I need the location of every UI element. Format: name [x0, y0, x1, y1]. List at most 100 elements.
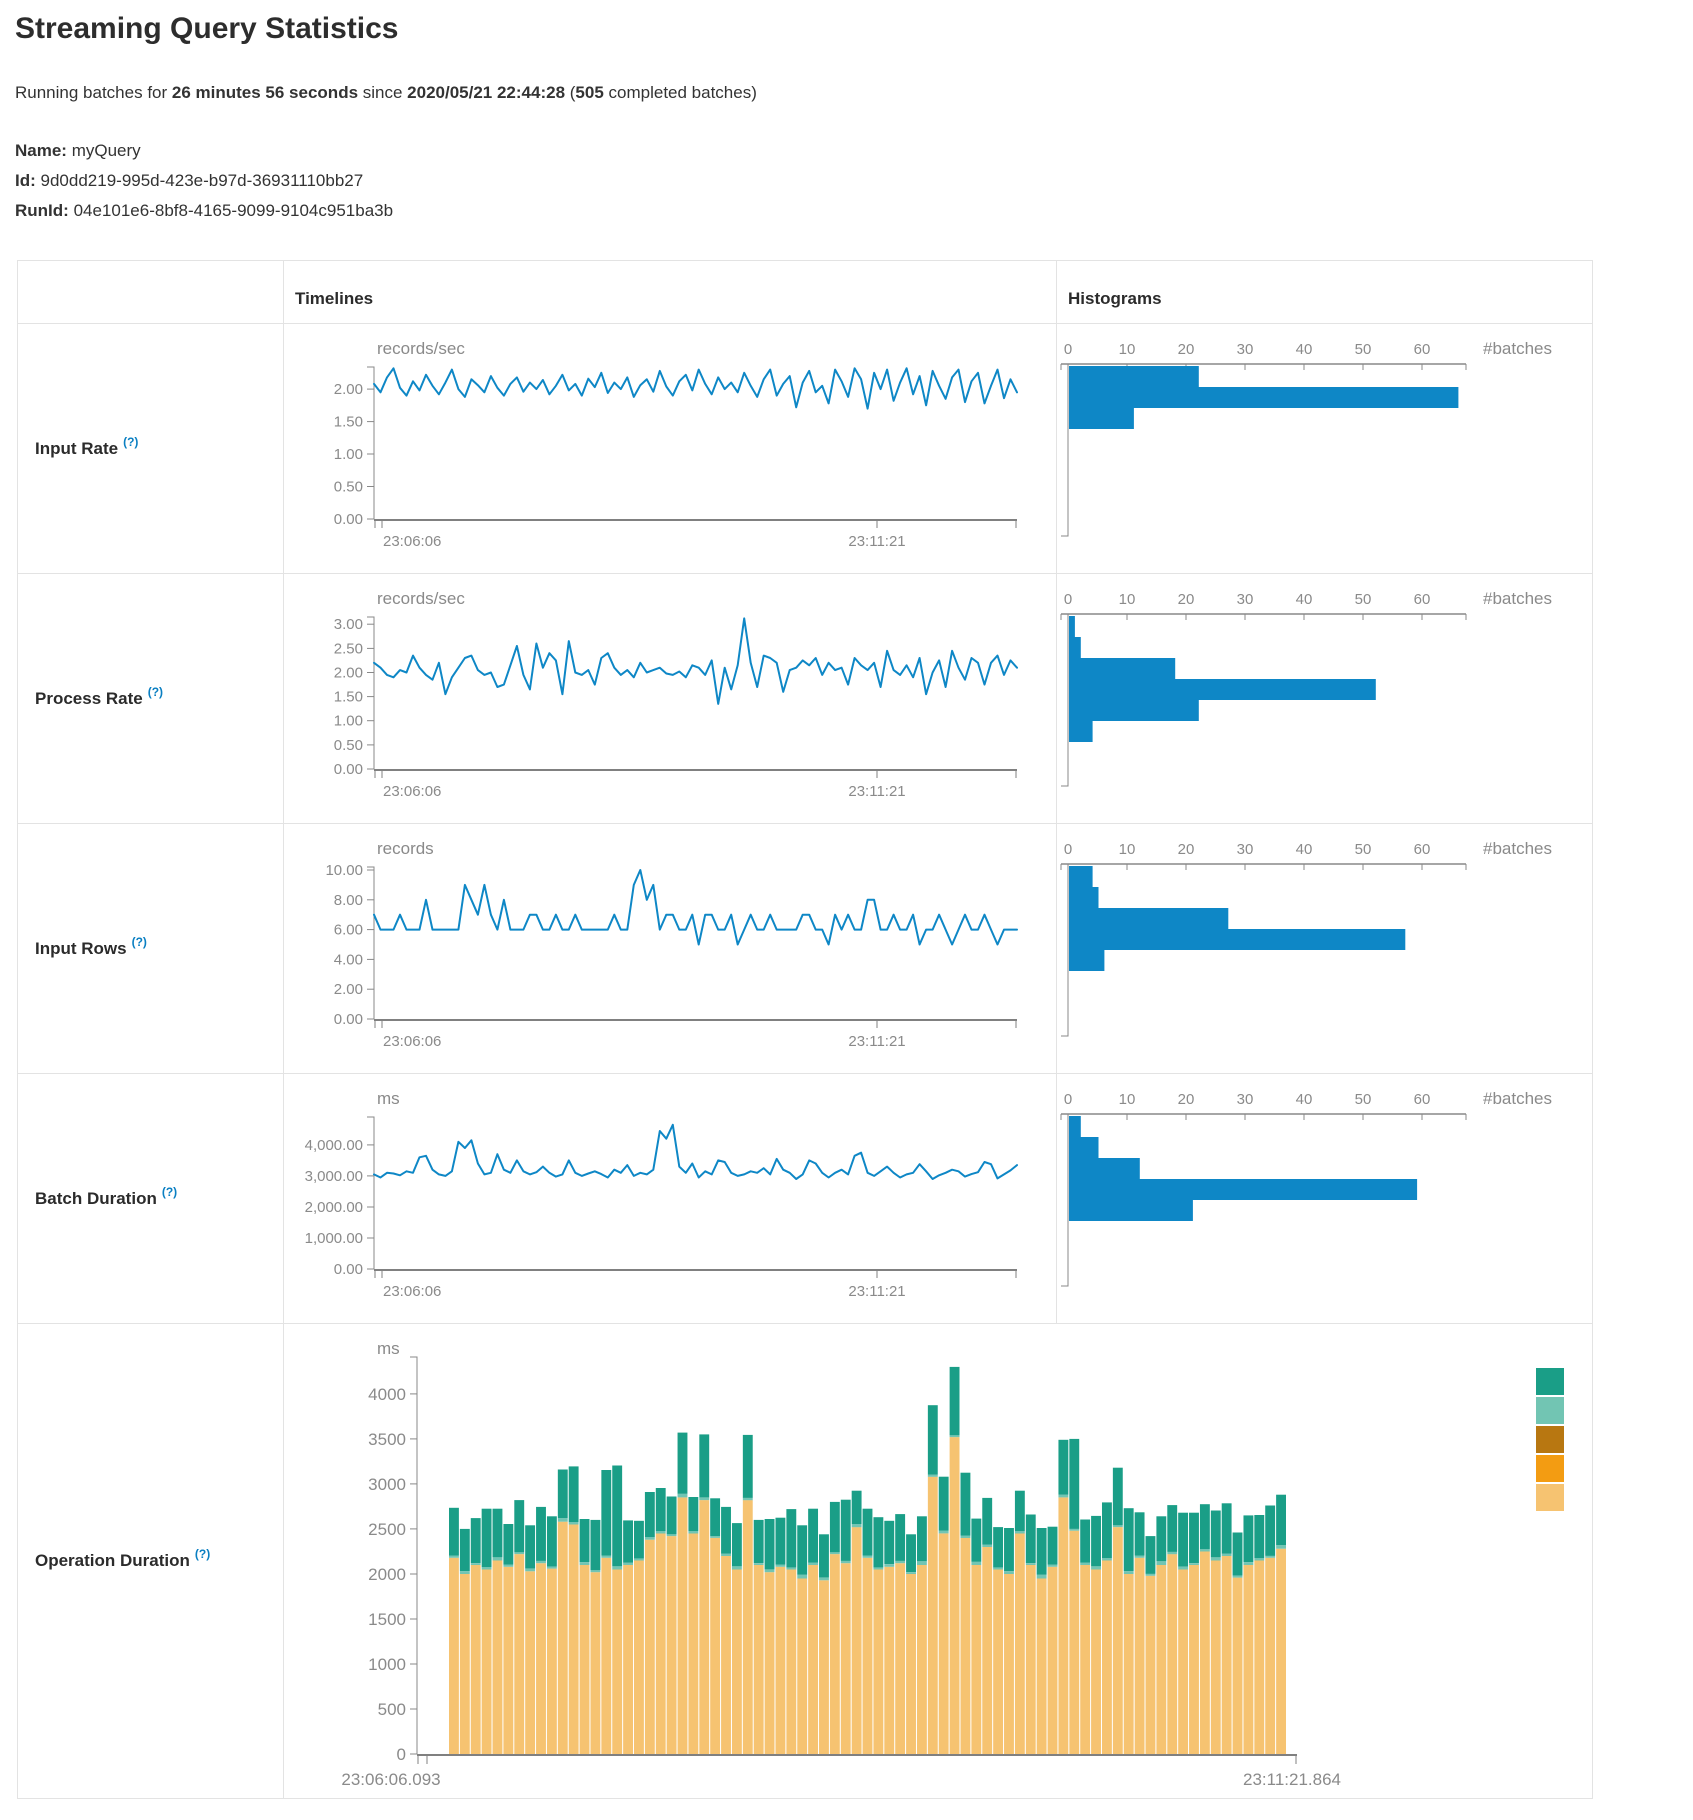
- svg-text:records/sec: records/sec: [377, 339, 465, 358]
- svg-text:2.50: 2.50: [334, 640, 363, 657]
- svg-text:#batches: #batches: [1483, 589, 1552, 608]
- svg-text:0: 0: [1064, 341, 1072, 358]
- input-rate-timeline-chart: records/sec 2.00 1.50 1.00 0.50 0.00 23:06:06 2…: [283, 323, 1056, 573]
- svg-text:1.00: 1.00: [334, 446, 363, 463]
- svg-text:2,000.00: 2,000.00: [305, 1199, 363, 1216]
- running-batches-summary: Running batches for 26 minutes 56 second…: [15, 83, 757, 102]
- svg-text:1,000.00: 1,000.00: [305, 1230, 363, 1247]
- input-rows-timeline-chart: records 10.00 8.00 6.00 4.00 2.00 0.00 23:06:06…: [283, 823, 1056, 1073]
- svg-text:10: 10: [1119, 341, 1136, 358]
- operation-duration-chart: ms 4000 3500 3000 2500 2000 1500 1000 500 0 23:06:…: [283, 1323, 1592, 1798]
- svg-text:2.00: 2.00: [334, 381, 363, 398]
- svg-text:0.00: 0.00: [334, 1261, 363, 1278]
- svg-text:10: 10: [1119, 841, 1136, 858]
- svg-text:3000: 3000: [368, 1475, 406, 1494]
- process-rate-timeline-chart: records/sec 3.00 2.50 2.00 1.50 1.00 0.50 0.00 2…: [283, 573, 1056, 823]
- svg-text:0.00: 0.00: [334, 511, 363, 528]
- svg-text:3500: 3500: [368, 1430, 406, 1449]
- svg-text:50: 50: [1355, 341, 1372, 358]
- batch-duration-help-icon[interactable]: (?): [161, 1184, 178, 1199]
- svg-text:0.50: 0.50: [334, 479, 363, 496]
- process-rate-histogram-chart: 0 10 20 30 40 50 60 #batches: [1056, 573, 1592, 823]
- start-timestamp: 2020/05/21 22:44:28: [407, 83, 566, 102]
- svg-text:23:06:06: 23:06:06: [383, 1033, 441, 1050]
- svg-text:0: 0: [1064, 841, 1072, 858]
- input-rows-help-icon[interactable]: (?): [131, 934, 147, 949]
- svg-text:30: 30: [1237, 1091, 1254, 1108]
- svg-text:40: 40: [1296, 591, 1313, 608]
- row-label-process-rate: Process Rate (?): [18, 573, 283, 823]
- svg-text:30: 30: [1237, 341, 1254, 358]
- input-rate-help-icon[interactable]: (?): [123, 434, 139, 449]
- histograms-column-header: Histograms: [1056, 261, 1592, 323]
- legend-swatch: [1536, 1368, 1564, 1395]
- svg-text:1.00: 1.00: [334, 713, 363, 730]
- input-rate-histogram-chart: 0 10 20 30 40 50 60 #batches: [1056, 323, 1592, 573]
- name-value: myQuery: [71, 141, 141, 160]
- row-label-batch-duration: Batch Duration (?): [18, 1073, 283, 1323]
- svg-text:30: 30: [1237, 841, 1254, 858]
- svg-text:23:06:06: 23:06:06: [383, 1283, 441, 1300]
- legend-swatch: [1536, 1397, 1564, 1424]
- svg-text:50: 50: [1355, 841, 1372, 858]
- svg-text:0: 0: [1064, 1091, 1072, 1108]
- legend-swatch: [1536, 1426, 1564, 1453]
- id-value: 9d0dd219-995d-423e-b97d-36931110bb27: [40, 171, 364, 190]
- svg-text:2500: 2500: [368, 1520, 406, 1539]
- svg-text:10.00: 10.00: [325, 862, 363, 879]
- svg-text:20: 20: [1178, 841, 1195, 858]
- batch-duration-histogram-chart: 0 10 20 30 40 50 60 #batches: [1056, 1073, 1592, 1323]
- svg-text:20: 20: [1178, 1091, 1195, 1108]
- row-label-input-rate: Input Rate (?): [18, 323, 283, 573]
- svg-text:1500: 1500: [368, 1610, 406, 1629]
- svg-text:2.00: 2.00: [334, 665, 363, 682]
- svg-text:23:06:06.093: 23:06:06.093: [341, 1770, 440, 1789]
- svg-text:23:11:21: 23:11:21: [848, 533, 905, 550]
- page-title: Streaming Query Statistics: [15, 12, 399, 45]
- name-label: Name:: [15, 141, 67, 160]
- svg-text:4000: 4000: [368, 1385, 406, 1404]
- query-metadata: Name: myQuery Id: 9d0dd219-995d-423e-b97…: [15, 136, 393, 226]
- svg-text:23:06:06: 23:06:06: [383, 533, 441, 550]
- svg-text:23:11:21: 23:11:21: [848, 1283, 905, 1300]
- process-rate-help-icon[interactable]: (?): [147, 684, 164, 699]
- svg-text:0: 0: [1064, 591, 1072, 608]
- svg-text:6.00: 6.00: [334, 922, 363, 939]
- svg-text:0.00: 0.00: [334, 1011, 363, 1028]
- statistics-table: Timelines Histograms Input Rate (?) recor…: [17, 260, 1593, 1799]
- svg-text:4,000.00: 4,000.00: [305, 1137, 363, 1154]
- svg-text:10: 10: [1119, 1091, 1136, 1108]
- svg-text:0: 0: [397, 1745, 406, 1764]
- svg-text:0.00: 0.00: [334, 761, 363, 778]
- subtitle-text: Running batches for: [15, 83, 172, 102]
- svg-text:23:11:21: 23:11:21: [848, 783, 905, 800]
- svg-text:40: 40: [1296, 841, 1313, 858]
- svg-text:60: 60: [1414, 841, 1431, 858]
- svg-text:records: records: [377, 839, 434, 858]
- svg-text:8.00: 8.00: [334, 892, 363, 909]
- svg-text:50: 50: [1355, 591, 1372, 608]
- timelines-column-header: Timelines: [283, 261, 1056, 323]
- query-runid-line: RunId: 04e101e6-8bf8-4165-9099-9104c951b…: [15, 196, 393, 226]
- svg-text:30: 30: [1237, 591, 1254, 608]
- svg-text:60: 60: [1414, 1091, 1431, 1108]
- operation-duration-help-icon[interactable]: (?): [194, 1547, 211, 1561]
- svg-text:4.00: 4.00: [334, 951, 363, 968]
- svg-text:500: 500: [378, 1700, 406, 1719]
- svg-text:3,000.00: 3,000.00: [305, 1168, 363, 1185]
- svg-text:1.50: 1.50: [334, 414, 363, 431]
- svg-text:50: 50: [1355, 1091, 1372, 1108]
- query-name-line: Name: myQuery: [15, 136, 393, 166]
- svg-text:1000: 1000: [368, 1655, 406, 1674]
- svg-text:3.00: 3.00: [334, 616, 363, 633]
- svg-text:#batches: #batches: [1483, 339, 1552, 358]
- svg-text:23:11:21: 23:11:21: [848, 1033, 905, 1050]
- batch-duration-timeline-chart: ms 4,000.00 3,000.00 2,000.00 1,000.00 0.00 23…: [283, 1073, 1056, 1323]
- svg-text:23:06:06: 23:06:06: [383, 783, 441, 800]
- row-label-input-rows: Input Rows (?): [18, 823, 283, 1073]
- input-rows-histogram-chart: 0 10 20 30 40 50 60 #batches: [1056, 823, 1592, 1073]
- svg-text:#batches: #batches: [1483, 839, 1552, 858]
- svg-text:23:11:21.864: 23:11:21.864: [1243, 1770, 1341, 1789]
- svg-text:0.50: 0.50: [334, 737, 363, 754]
